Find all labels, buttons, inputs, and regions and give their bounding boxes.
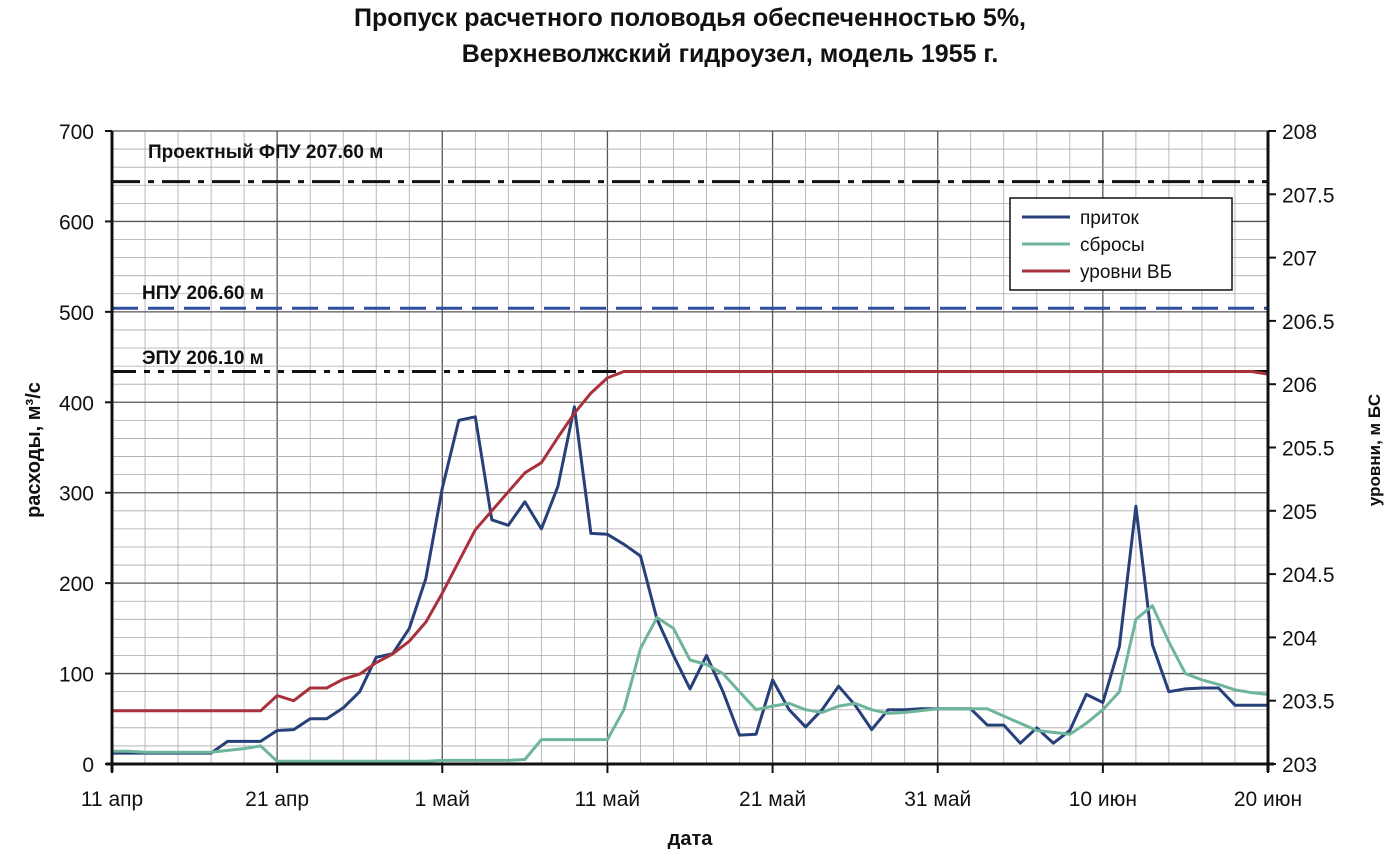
x-axis-label: дата bbox=[668, 828, 714, 850]
series-line-приток bbox=[112, 405, 1268, 755]
y-right-tick-label: 206.5 bbox=[1282, 311, 1335, 334]
y-tick-label: 400 bbox=[59, 392, 94, 415]
reference-line-label: НПУ 206.60 м bbox=[142, 283, 264, 304]
x-tick-label: 20 июн bbox=[1234, 788, 1302, 811]
y-right-tick-label: 208 bbox=[1282, 121, 1317, 144]
y-tick-label: 600 bbox=[59, 211, 94, 234]
reference-line-label: Проектный ФПУ 207.60 м bbox=[148, 142, 383, 163]
y-tick-label: 200 bbox=[59, 573, 94, 596]
legend-label: уровни ВБ bbox=[1080, 262, 1172, 283]
legend-label: сбросы bbox=[1080, 235, 1145, 256]
y-tick-label: 0 bbox=[82, 754, 94, 777]
x-tick-label: 11 апр bbox=[81, 788, 143, 811]
x-tick-label: 10 июн bbox=[1069, 788, 1137, 811]
y-tick-label: 500 bbox=[59, 302, 94, 325]
chart-title-line-2: Верхневолжский гидроузел, модель 1955 г. bbox=[462, 40, 999, 68]
series-lines bbox=[112, 370, 1269, 763]
x-tick-label: 21 апр bbox=[245, 788, 309, 811]
axes: 0 100 200 300 400 500 600 700 203 203.5 204 204.5 20… bbox=[59, 121, 1335, 811]
y-axis-label: расходы, м³/с bbox=[23, 382, 45, 518]
y-tick-label: 100 bbox=[59, 664, 94, 687]
series-line-сбросы bbox=[112, 604, 1269, 763]
y-tick-label: 300 bbox=[59, 483, 94, 506]
y-right-tick-label: 207.5 bbox=[1282, 184, 1335, 207]
x-tick-label: 31 май bbox=[904, 788, 971, 811]
y-right-tick-label: 205.5 bbox=[1282, 438, 1335, 461]
legend-label: приток bbox=[1080, 208, 1140, 229]
x-tick-label: 11 май bbox=[575, 788, 640, 811]
y-right-tick-label: 203 bbox=[1282, 754, 1317, 777]
y-right-tick-label: 207 bbox=[1282, 248, 1317, 271]
x-tick-label: 1 май bbox=[415, 788, 470, 811]
series-line-уровни ВБ bbox=[112, 370, 1269, 713]
y-right-tick-label: 206 bbox=[1282, 374, 1317, 397]
y-axis-right-label: уровни, м БС bbox=[1365, 394, 1384, 506]
y-right-tick-label: 204.5 bbox=[1282, 564, 1335, 587]
y-right-tick-label: 205 bbox=[1282, 501, 1317, 524]
y-right-tick-label: 204 bbox=[1282, 627, 1317, 650]
y-tick-label: 700 bbox=[59, 121, 94, 144]
y-right-tick-label: 203.5 bbox=[1282, 691, 1335, 714]
chart-title-line-1: Пропуск расчетного половодья обеспеченно… bbox=[354, 4, 1026, 32]
x-tick-label: 21 май bbox=[739, 788, 806, 811]
legend: приток сбросы уровни ВБ bbox=[1009, 197, 1233, 291]
reference-line-label: ЭПУ 206.10 м bbox=[142, 348, 264, 369]
grid bbox=[111, 130, 1269, 765]
